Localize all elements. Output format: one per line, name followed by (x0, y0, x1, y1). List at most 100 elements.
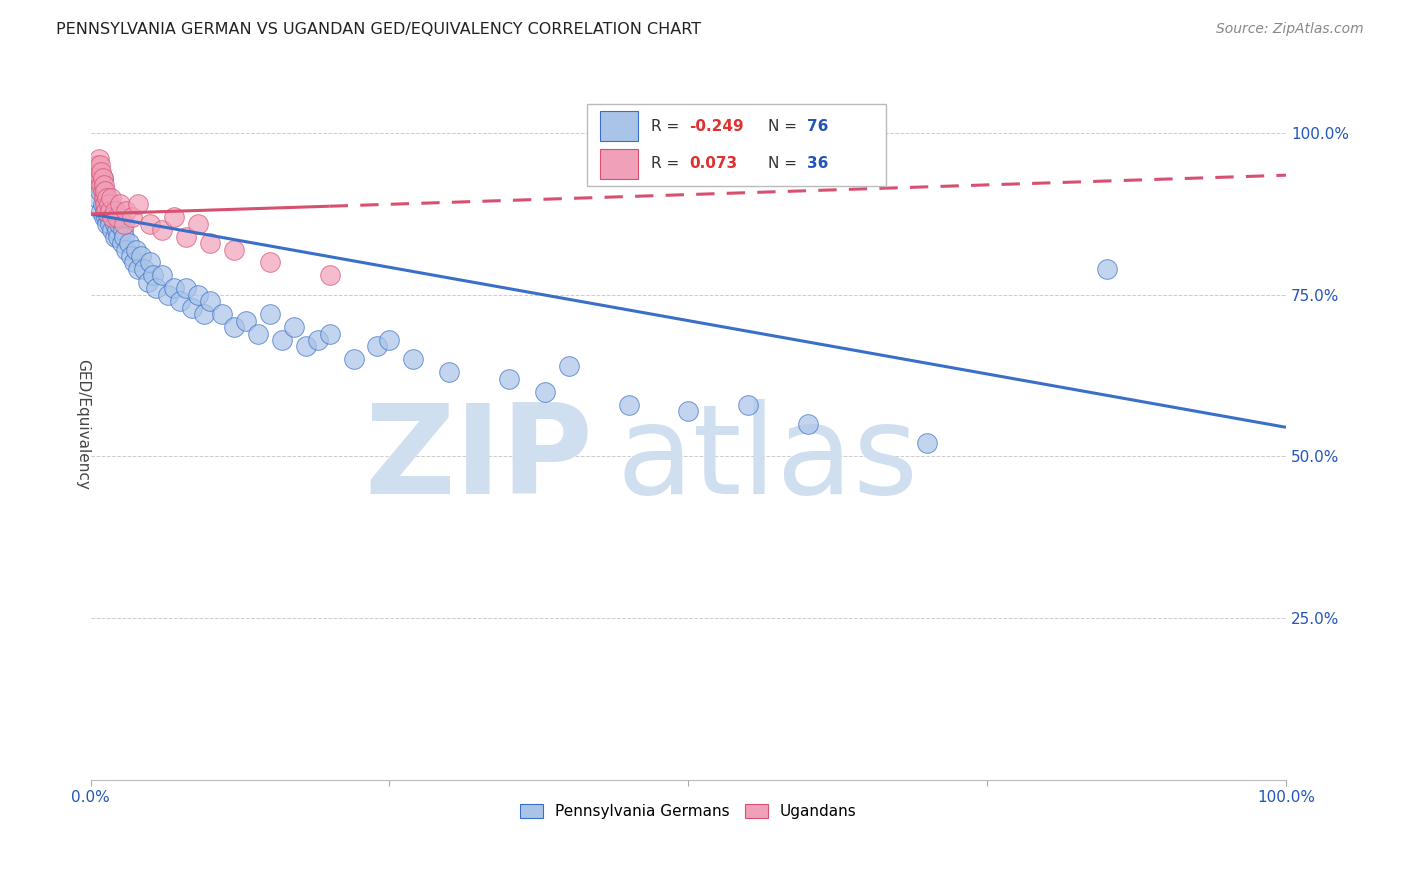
FancyBboxPatch shape (600, 149, 638, 178)
Point (402, 352, 425, 367)
Legend: Pennsylvania Germans, Ugandans: Pennsylvania Germans, Ugandans (513, 798, 863, 825)
Point (107, 229, 129, 244)
Text: R =: R = (651, 119, 685, 134)
Point (211, 307, 233, 321)
Point (235, 313, 257, 327)
Point (737, 398, 759, 412)
Point (96, 197, 118, 211)
Point (246, 326, 269, 341)
Point (294, 339, 316, 353)
Point (112, 217, 135, 231)
Point (108, 217, 131, 231)
Point (91, 185, 114, 199)
Point (96, 191, 118, 205)
FancyBboxPatch shape (586, 104, 886, 186)
Point (96, 191, 118, 205)
Point (86, 159, 108, 173)
Point (93, 185, 115, 199)
Point (94, 197, 117, 211)
Point (90, 165, 112, 179)
Point (187, 217, 209, 231)
Point (181, 301, 204, 315)
Point (91, 197, 114, 211)
Point (101, 210, 124, 224)
Point (222, 320, 245, 334)
Point (94, 191, 117, 205)
Point (86, 191, 108, 205)
Point (797, 417, 820, 431)
Point (98, 217, 121, 231)
Point (97, 197, 120, 211)
Point (118, 235, 141, 250)
Point (103, 210, 125, 224)
Point (121, 210, 143, 224)
Point (98, 203, 121, 218)
Point (157, 287, 180, 301)
Point (93, 210, 115, 224)
Point (87, 152, 110, 166)
Point (101, 223, 124, 237)
Point (98, 197, 121, 211)
Point (125, 243, 148, 257)
Point (534, 384, 557, 399)
Point (139, 255, 162, 269)
Point (174, 229, 197, 244)
Point (110, 210, 132, 224)
Point (100, 191, 122, 205)
Text: PENNSYLVANIA GERMAN VS UGANDAN GED/EQUIVALENCY CORRELATION CHART: PENNSYLVANIA GERMAN VS UGANDAN GED/EQUIV… (56, 22, 702, 37)
Point (187, 287, 209, 301)
Point (104, 203, 127, 218)
Point (307, 333, 329, 347)
Point (103, 217, 125, 231)
Point (150, 268, 173, 283)
Point (90, 178, 112, 192)
Point (100, 203, 122, 218)
Point (94, 203, 117, 218)
Point (193, 307, 215, 321)
Point (222, 243, 245, 257)
Text: R =: R = (651, 156, 689, 171)
Point (498, 372, 520, 386)
Point (127, 261, 149, 276)
Point (103, 203, 125, 218)
Point (94, 185, 117, 199)
Point (439, 365, 461, 379)
Point (366, 339, 388, 353)
Point (96, 217, 118, 231)
Point (115, 243, 138, 257)
Point (90, 203, 112, 218)
Point (145, 281, 167, 295)
Point (87, 178, 110, 192)
Text: N =: N = (768, 156, 803, 171)
Point (111, 235, 134, 250)
Point (87, 165, 110, 179)
Point (198, 235, 221, 250)
Point (136, 275, 159, 289)
Point (91, 171, 114, 186)
Text: N =: N = (768, 119, 803, 134)
Text: 0.073: 0.073 (689, 156, 738, 171)
Y-axis label: GED/Equivalency: GED/Equivalency (75, 359, 90, 490)
Point (558, 359, 581, 373)
Point (127, 197, 149, 211)
Point (150, 223, 173, 237)
Point (270, 333, 292, 347)
Text: 36: 36 (807, 156, 828, 171)
Point (93, 178, 115, 192)
Point (318, 326, 340, 341)
Point (342, 352, 364, 367)
Point (259, 307, 281, 321)
Point (97, 203, 120, 218)
Point (89, 185, 111, 199)
Point (112, 229, 135, 244)
Text: -0.249: -0.249 (689, 119, 744, 134)
Text: atlas: atlas (617, 399, 918, 520)
Point (122, 255, 145, 269)
FancyBboxPatch shape (600, 112, 638, 141)
Point (378, 333, 401, 347)
Point (1095, 261, 1118, 276)
Point (917, 436, 939, 450)
Point (111, 223, 134, 237)
Point (142, 268, 165, 283)
Point (96, 203, 118, 218)
